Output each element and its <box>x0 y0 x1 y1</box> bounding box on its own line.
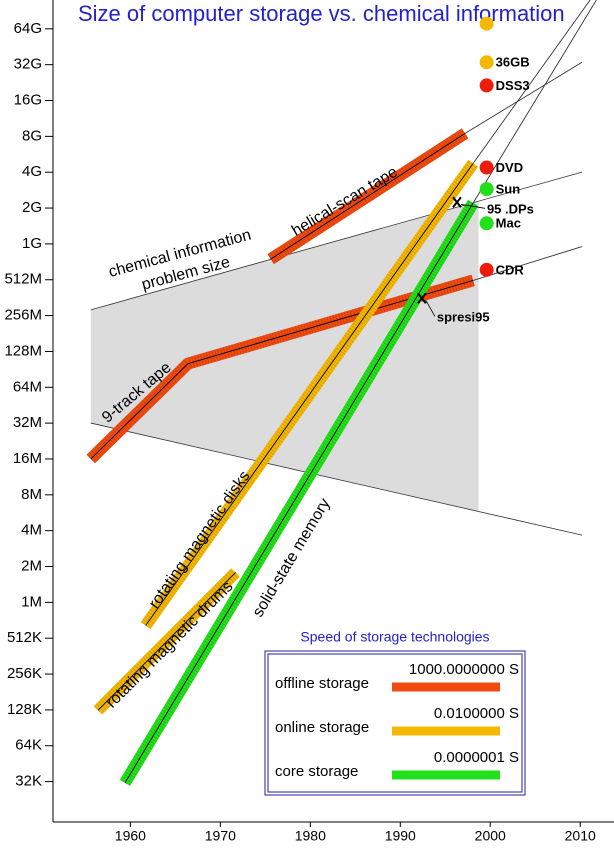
y-tick-label: 32G <box>14 56 42 73</box>
device-point <box>479 16 494 31</box>
x-tick-label: 1990 <box>385 828 416 844</box>
y-tick-label: 128K <box>7 701 42 718</box>
band-centerline <box>97 572 236 711</box>
y-tick-label: 1M <box>21 593 42 610</box>
device-point <box>479 78 494 93</box>
y-tick-label: 2M <box>21 557 42 574</box>
device-point <box>479 262 494 277</box>
x-tick-label: 1960 <box>115 828 146 844</box>
y-tick-label: 32K <box>15 773 42 790</box>
y-tick-label: 64K <box>15 737 42 754</box>
band-centerline <box>90 279 474 460</box>
marker-leader <box>460 203 486 209</box>
device-point <box>479 160 494 175</box>
y-tick-label: 64G <box>14 20 42 37</box>
plot-area <box>86 0 597 786</box>
y-tick-label: 512K <box>7 629 42 646</box>
y-tick-label: 8G <box>22 127 42 144</box>
y-tick-label: 512M <box>4 271 42 288</box>
device-point <box>479 55 494 70</box>
legend-label: offline storage <box>275 675 369 692</box>
chem-bound-line <box>90 171 583 311</box>
legend-speed: 0.0000001 S <box>434 749 519 766</box>
point-label: DVD <box>496 160 523 175</box>
y-tick-label: 2G <box>22 199 42 216</box>
legend-label: core storage <box>275 763 358 780</box>
legend-title: Speed of storage technologies <box>300 629 489 645</box>
y-tick-label: 16M <box>13 450 42 467</box>
y-tick-label: 1G <box>22 235 42 252</box>
point-label: DSS3 <box>496 78 530 93</box>
y-tick-label: 32M <box>13 414 42 431</box>
y-tick-label: 64M <box>13 378 42 395</box>
y-tick-label: 16G <box>14 91 42 108</box>
legend-label: online storage <box>275 719 369 736</box>
y-tick-label: 8M <box>21 486 42 503</box>
x-tick-label: 1980 <box>295 828 326 844</box>
device-point <box>479 216 494 231</box>
y-tick-label: 128M <box>4 342 42 359</box>
point-label: Mac <box>496 216 521 231</box>
device-point <box>479 182 494 197</box>
point-label: Sun <box>496 182 521 197</box>
band-centerline <box>145 163 474 626</box>
trend-line <box>464 61 583 134</box>
trend-line <box>472 0 597 204</box>
trend-line <box>472 0 591 164</box>
y-tick-label: 4G <box>22 163 42 180</box>
band-centerline <box>124 202 474 784</box>
legend-box-inner <box>267 653 523 793</box>
legend-speed: 0.0100000 S <box>434 705 519 722</box>
y-tick-label: 256K <box>7 665 42 682</box>
shaded-region <box>90 201 479 512</box>
x-tick-label: 2000 <box>475 828 506 844</box>
chem-bound-line <box>90 422 583 536</box>
marker-leader <box>425 300 436 317</box>
x-tick-label: 1970 <box>205 828 236 844</box>
marker-label: 95 .DPs <box>487 202 534 217</box>
x-marker <box>452 196 462 208</box>
legend-speed: 1000.0000000 S <box>409 661 519 678</box>
marker-label: spresi95 <box>437 310 490 325</box>
point-label: 36GB <box>496 55 530 70</box>
band-centerline <box>270 133 466 260</box>
x-marker <box>417 292 427 304</box>
point-label: CDR <box>496 262 525 277</box>
y-tick-label: 4M <box>21 522 42 539</box>
x-tick-label: 2010 <box>565 828 596 844</box>
y-tick-label: 256M <box>4 307 42 324</box>
